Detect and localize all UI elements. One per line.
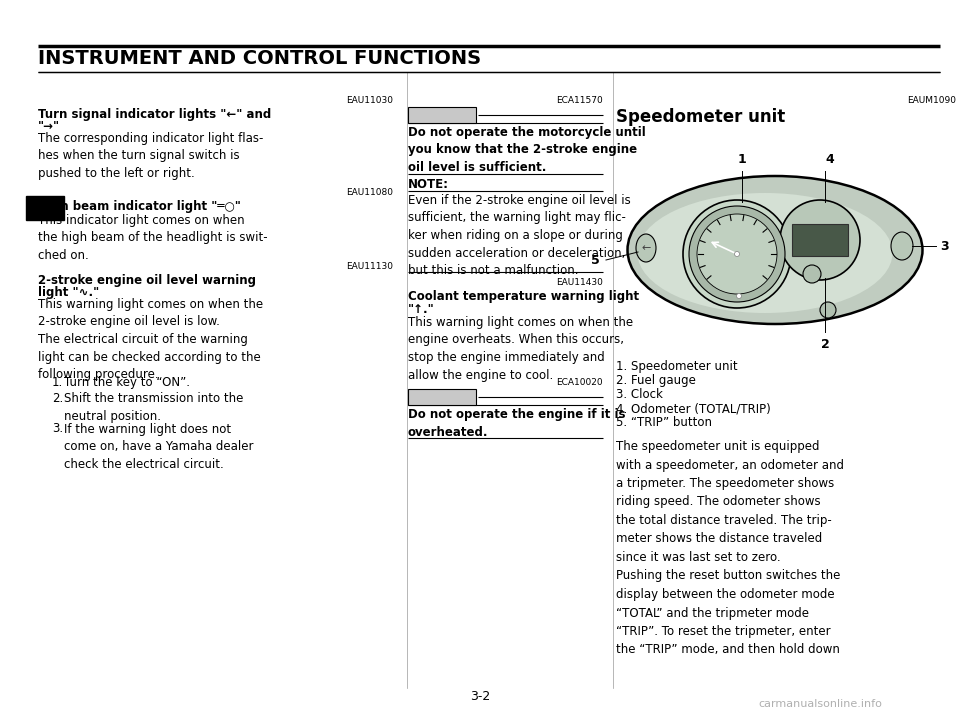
Text: EAUM1090: EAUM1090 bbox=[907, 96, 956, 105]
Text: The corresponding indicator light flas-
hes when the turn signal switch is
pushe: The corresponding indicator light flas- … bbox=[38, 132, 263, 180]
Bar bbox=[408, 389, 476, 405]
Text: Turn the key to “ON”.: Turn the key to “ON”. bbox=[64, 376, 190, 389]
Bar bbox=[408, 107, 476, 123]
Text: Shift the transmission into the
neutral position.: Shift the transmission into the neutral … bbox=[64, 393, 244, 423]
Text: Even if the 2-stroke engine oil level is
sufficient, the warning light may flic-: Even if the 2-stroke engine oil level is… bbox=[408, 194, 631, 277]
Circle shape bbox=[697, 214, 777, 294]
Text: "→": "→" bbox=[38, 120, 60, 133]
Text: 80: 80 bbox=[729, 224, 736, 229]
Text: Speedometer unit: Speedometer unit bbox=[616, 108, 785, 126]
Text: If the warning light does not
come on, have a Yamaha dealer
check the electrical: If the warning light does not come on, h… bbox=[64, 422, 253, 470]
Ellipse shape bbox=[636, 234, 656, 262]
Text: INSTRUMENT AND CONTROL FUNCTIONS: INSTRUMENT AND CONTROL FUNCTIONS bbox=[38, 49, 481, 68]
Text: 20: 20 bbox=[707, 261, 714, 266]
Text: light "∿.": light "∿." bbox=[38, 286, 99, 299]
Text: This warning light comes on when the
2-stroke engine oil level is low.
The elect: This warning light comes on when the 2-s… bbox=[38, 298, 263, 381]
Text: High beam indicator light "═○": High beam indicator light "═○" bbox=[38, 200, 241, 213]
Bar bbox=[26, 196, 64, 220]
Circle shape bbox=[803, 265, 821, 283]
Circle shape bbox=[734, 251, 739, 256]
Ellipse shape bbox=[637, 193, 893, 313]
Text: 2.: 2. bbox=[52, 393, 63, 406]
Text: "↑.": "↑." bbox=[408, 303, 435, 316]
Text: carmanualsonline.info: carmanualsonline.info bbox=[758, 699, 882, 709]
Text: 140: 140 bbox=[758, 247, 771, 251]
Text: Turn signal indicator lights "←" and: Turn signal indicator lights "←" and bbox=[38, 108, 272, 121]
Text: This warning light comes on when the
engine overheats. When this occurs,
stop th: This warning light comes on when the eng… bbox=[408, 316, 634, 381]
Text: 5: 5 bbox=[591, 253, 600, 266]
Circle shape bbox=[780, 200, 860, 280]
Text: EAU11080: EAU11080 bbox=[346, 188, 393, 197]
Text: 3. Clock: 3. Clock bbox=[616, 388, 662, 401]
Text: ←: ← bbox=[641, 243, 651, 253]
Text: 1: 1 bbox=[737, 153, 746, 166]
Text: Coolant temperature warning light: Coolant temperature warning light bbox=[408, 290, 639, 303]
Circle shape bbox=[820, 302, 836, 318]
Text: Do not operate the engine if it is
overheated.: Do not operate the engine if it is overh… bbox=[408, 408, 626, 439]
Text: 2: 2 bbox=[821, 338, 829, 351]
Text: EAU11030: EAU11030 bbox=[346, 96, 393, 105]
Text: Do not operate the motorcycle until
you know that the 2-stroke engine
oil level : Do not operate the motorcycle until you … bbox=[408, 126, 646, 174]
Circle shape bbox=[689, 206, 785, 302]
Text: 4: 4 bbox=[825, 153, 833, 166]
Text: ECA10020: ECA10020 bbox=[557, 378, 603, 387]
Text: 1. Speedometer unit: 1. Speedometer unit bbox=[616, 360, 737, 373]
Text: 100: 100 bbox=[741, 225, 753, 230]
Text: 4. Odometer (TOTAL/TRIP): 4. Odometer (TOTAL/TRIP) bbox=[616, 402, 771, 415]
Text: ECA11570: ECA11570 bbox=[556, 96, 603, 105]
Text: 40: 40 bbox=[706, 247, 713, 251]
Text: 5. “TRIP” button: 5. “TRIP” button bbox=[616, 416, 712, 429]
Circle shape bbox=[736, 294, 741, 299]
Text: This indicator light comes on when
the high beam of the headlight is swit-
ched : This indicator light comes on when the h… bbox=[38, 214, 268, 262]
Text: The speedometer unit is equipped
with a speedometer, an odometer and
a tripmeter: The speedometer unit is equipped with a … bbox=[616, 440, 844, 656]
Text: 2. Fuel gauge: 2. Fuel gauge bbox=[616, 374, 696, 387]
Text: CAUTION: CAUTION bbox=[412, 108, 471, 121]
Text: 60: 60 bbox=[711, 233, 719, 238]
Text: CAUTION: CAUTION bbox=[412, 391, 471, 404]
Text: 120: 120 bbox=[753, 233, 764, 238]
Text: 00000: 00000 bbox=[808, 243, 831, 249]
Ellipse shape bbox=[628, 176, 923, 324]
Text: 000000: 000000 bbox=[806, 231, 833, 237]
Circle shape bbox=[683, 200, 791, 308]
Text: EAU11430: EAU11430 bbox=[556, 278, 603, 287]
Text: EAU11130: EAU11130 bbox=[346, 262, 393, 271]
Text: NOTE:: NOTE: bbox=[408, 178, 449, 191]
Text: 3-2: 3-2 bbox=[469, 689, 491, 702]
Text: 3: 3 bbox=[39, 199, 51, 217]
Text: 3.: 3. bbox=[52, 422, 63, 436]
Text: 2-stroke engine oil level warning: 2-stroke engine oil level warning bbox=[38, 274, 256, 287]
Ellipse shape bbox=[891, 232, 913, 260]
Text: 3: 3 bbox=[940, 240, 948, 253]
Text: 1.: 1. bbox=[52, 376, 63, 389]
Bar bbox=[792, 224, 848, 256]
